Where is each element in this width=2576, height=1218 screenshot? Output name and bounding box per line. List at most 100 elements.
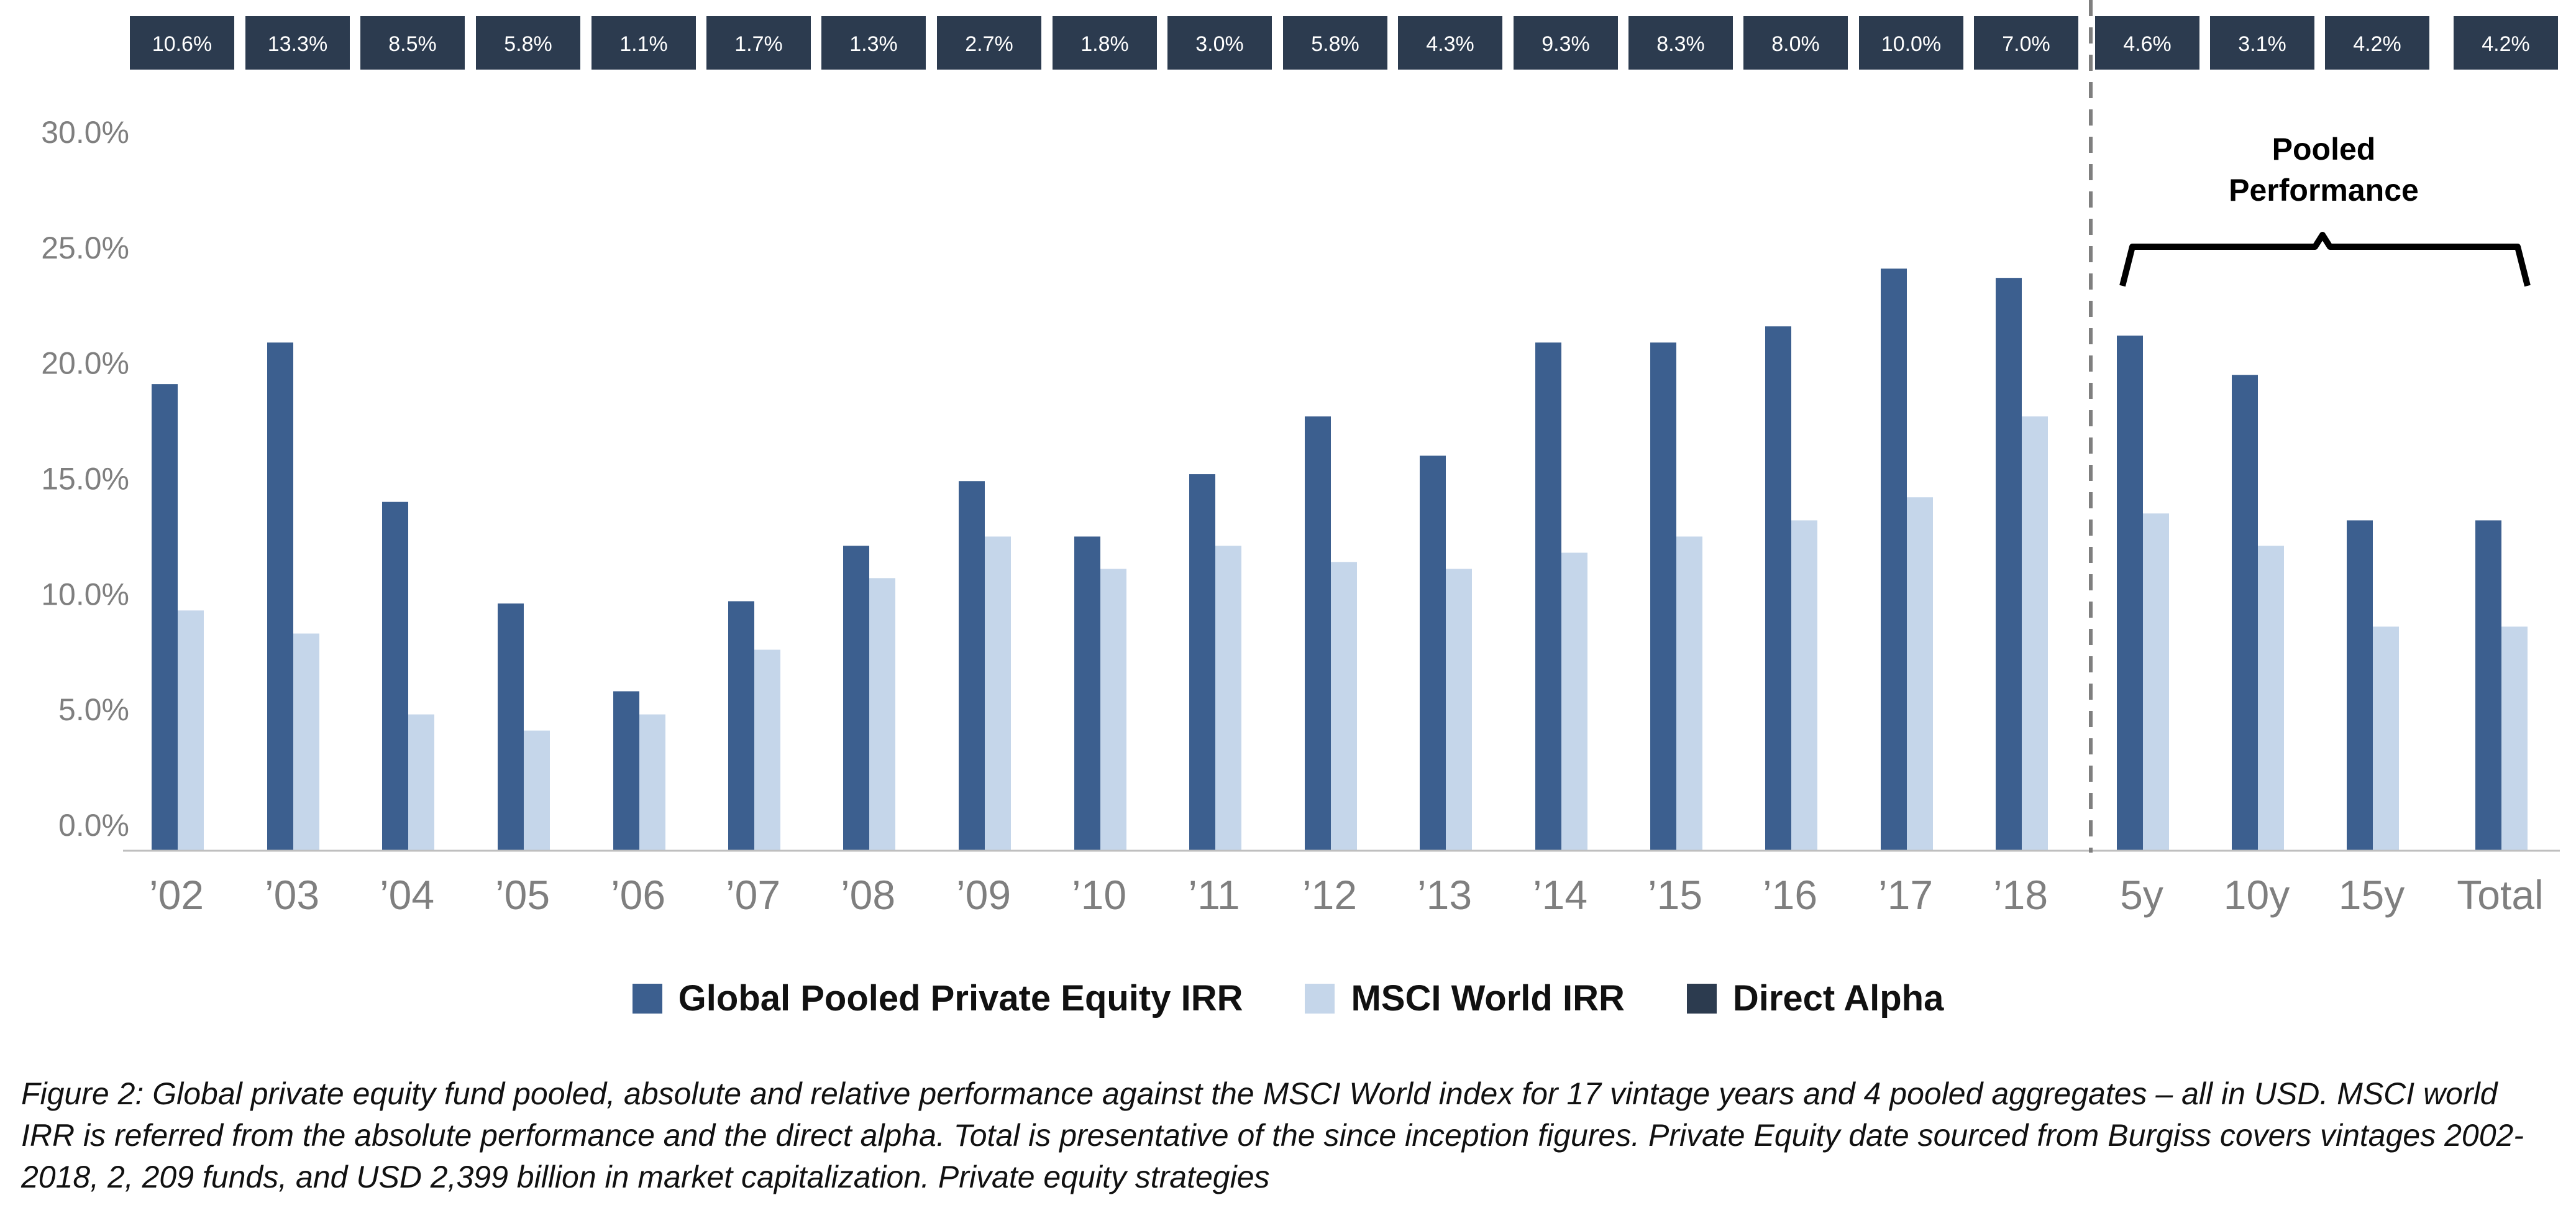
- direct-alpha-box: [245, 16, 350, 70]
- y-tick-label: 20.0%: [41, 346, 129, 381]
- bar-pe-irr: [498, 603, 524, 851]
- legend-swatch-msci-irr: [1305, 983, 1335, 1014]
- y-axis: 30.0% 25.0% 20.0% 15.0% 10.0% 5.0% 0.0%: [41, 115, 129, 843]
- bar-msci-irr: [1561, 552, 1587, 851]
- bar-pe-irr: [1420, 456, 1446, 851]
- direct-alpha-box: [937, 16, 1041, 70]
- x-tick-label: ’10: [1072, 872, 1126, 918]
- bar-pe-irr: [1996, 278, 2022, 851]
- x-tick-label: ’07: [726, 872, 780, 918]
- direct-alpha-label: 4.2%: [2353, 32, 2401, 56]
- bar-msci-irr: [2501, 626, 2528, 851]
- bar-msci-irr: [1676, 536, 1702, 851]
- x-tick-label: ’18: [1993, 872, 2048, 918]
- direct-alpha-box: [1283, 16, 1387, 70]
- direct-alpha-box: [2454, 16, 2558, 70]
- x-tick-label: ’04: [380, 872, 434, 918]
- direct-alpha-label: 8.0%: [1771, 32, 1820, 56]
- pooled-performance-annotation: Pooled Performance: [2089, 0, 2531, 853]
- direct-alpha-box: [1743, 16, 1848, 70]
- bar-msci-irr: [524, 730, 550, 851]
- bar-pe-irr: [613, 691, 639, 851]
- x-tick-label: ’09: [956, 872, 1011, 918]
- direct-alpha-label: 5.8%: [1311, 32, 1359, 56]
- x-tick-label: ’17: [1878, 872, 1933, 918]
- x-tick-label: 5y: [2120, 872, 2163, 918]
- direct-alpha-label: 1.3%: [849, 32, 898, 56]
- direct-alpha-label: 4.3%: [1426, 32, 1474, 56]
- bar-pe-irr: [2117, 336, 2143, 851]
- legend-swatch-pe-irr: [632, 983, 662, 1014]
- direct-alpha-box: [1398, 16, 1502, 70]
- x-axis: ’02 ’03 ’04 ’05 ’06 ’07 ’08 ’09 ’10 ’11 ’12 ’13 ’14 ’…: [123, 849, 2560, 918]
- bar-pe-irr: [959, 481, 985, 851]
- bar-msci-irr: [1331, 562, 1357, 851]
- bar-msci-irr: [1907, 497, 1933, 851]
- x-tick-label: ’12: [1302, 872, 1357, 918]
- direct-alpha-box: [1053, 16, 1157, 70]
- x-tick-label: 10y: [2224, 872, 2290, 918]
- pooled-label-line2: Performance: [2229, 173, 2419, 208]
- bar-pe-irr: [728, 601, 754, 851]
- bar-pe-irr: [1074, 536, 1100, 851]
- bar-msci-irr: [2373, 626, 2399, 851]
- direct-alpha-box: [2325, 16, 2429, 70]
- direct-alpha-box: [1167, 16, 1272, 70]
- direct-alpha-box: [591, 16, 696, 70]
- direct-alpha-box: [360, 16, 465, 70]
- bar-msci-irr: [1100, 569, 1126, 851]
- x-tick-label: 15y: [2339, 872, 2405, 918]
- bars: [152, 268, 2528, 851]
- direct-alpha-label: 10.6%: [152, 32, 212, 56]
- bar-msci-irr: [1791, 520, 1817, 851]
- bar-pe-irr: [2475, 520, 2501, 851]
- bar-pe-irr: [2347, 520, 2373, 851]
- direct-alpha-box: [1974, 16, 2078, 70]
- y-tick-label: 5.0%: [58, 692, 129, 727]
- bar-pe-irr: [1305, 416, 1331, 851]
- legend-label-direct-alpha: Direct Alpha: [1732, 978, 1944, 1019]
- bar-msci-irr: [2258, 546, 2284, 851]
- bar-msci-irr: [408, 714, 434, 851]
- direct-alpha-label: 4.6%: [2123, 32, 2172, 56]
- direct-alpha-label: 1.8%: [1080, 32, 1129, 56]
- legend-label-msci-irr: MSCI World IRR: [1351, 978, 1625, 1019]
- x-tick-label: ’05: [495, 872, 550, 918]
- direct-alpha-label: 8.5%: [388, 32, 437, 56]
- direct-alpha-label: 1.1%: [619, 32, 668, 56]
- direct-alpha-label: 13.3%: [268, 32, 327, 56]
- direct-alpha-label: 8.3%: [1656, 32, 1705, 56]
- bar-pe-irr: [1765, 326, 1791, 851]
- figure-caption: Figure 2: Global private equity fund poo…: [21, 1076, 2524, 1194]
- direct-alpha-row: 10.6% 13.3% 8.5% 5.8% 1.1% 1.7% 1.3% 2.7% 1.8% 3.…: [130, 16, 2558, 70]
- y-tick-label: 10.0%: [41, 577, 129, 611]
- legend-item-pe-irr: Global Pooled Private Equity IRR: [632, 978, 1243, 1019]
- bar-pe-irr: [1650, 342, 1676, 851]
- bar-pe-irr: [1881, 268, 1907, 851]
- direct-alpha-label: 2.7%: [965, 32, 1013, 56]
- x-tick-label: ’02: [149, 872, 204, 918]
- direct-alpha-box: [1514, 16, 1618, 70]
- x-tick-label: ’16: [1763, 872, 1817, 918]
- direct-alpha-label: 9.3%: [1541, 32, 1590, 56]
- legend-item-msci-irr: MSCI World IRR: [1305, 978, 1625, 1019]
- bar-pe-irr: [2232, 375, 2258, 851]
- x-tick-label: ’03: [265, 872, 319, 918]
- direct-alpha-box: [1859, 16, 1963, 70]
- bar-pe-irr: [267, 342, 293, 851]
- direct-alpha-label: 1.7%: [734, 32, 783, 56]
- direct-alpha-label: 4.2%: [2482, 32, 2530, 56]
- direct-alpha-box: [476, 16, 580, 70]
- direct-alpha-label: 10.0%: [1881, 32, 1941, 56]
- pooled-label-line1: Pooled: [2272, 132, 2376, 167]
- bar-msci-irr: [869, 578, 895, 851]
- bar-pe-irr: [382, 501, 408, 851]
- direct-alpha-box: [130, 16, 234, 70]
- bar-pe-irr: [843, 546, 869, 851]
- bar-msci-irr: [2022, 416, 2048, 851]
- bar-msci-irr: [2143, 513, 2169, 851]
- y-tick-label: 0.0%: [58, 808, 129, 843]
- bar-msci-irr: [178, 610, 204, 851]
